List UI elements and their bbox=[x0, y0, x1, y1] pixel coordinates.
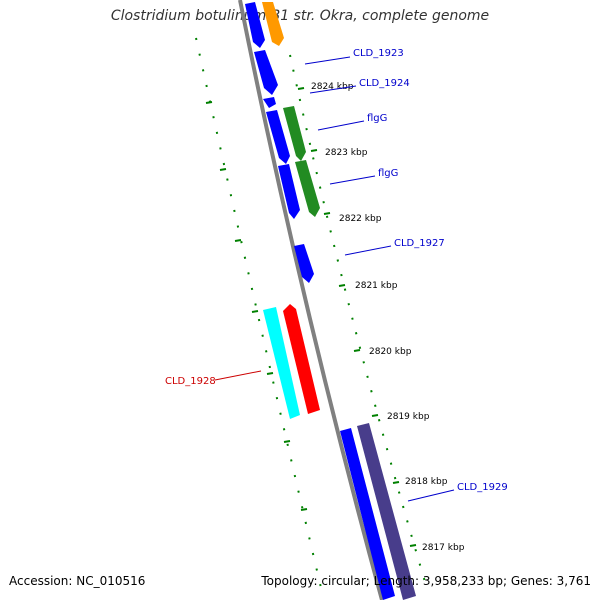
scale-major-ticks bbox=[297, 87, 417, 547]
gene-label-flgg-1[interactable]: flgG bbox=[367, 113, 387, 124]
gene-label-cld-1929[interactable]: CLD_1929 bbox=[457, 482, 508, 493]
genome-summary-text: Topology: circular; Length: 3,958,233 bp… bbox=[261, 574, 591, 588]
gene-label-cld-1927[interactable]: CLD_1927 bbox=[394, 238, 445, 249]
gene-cld-1924[interactable] bbox=[263, 97, 276, 108]
outer-ring-major-ticks bbox=[205, 101, 308, 511]
gene-label-cld-1923[interactable]: CLD_1923 bbox=[353, 48, 404, 59]
gene-cld-1928-partner[interactable] bbox=[263, 307, 300, 419]
accession-text: Accession: NC_010516 bbox=[9, 574, 146, 588]
gene-orange[interactable] bbox=[262, 2, 284, 46]
gene-cld-1929-blue[interactable] bbox=[340, 428, 395, 600]
gene-cld-1922[interactable] bbox=[245, 2, 265, 48]
scale-label-2819: 2819 kbp bbox=[387, 412, 430, 422]
gene-cld-1923[interactable] bbox=[254, 50, 278, 95]
scale-label-2822: 2822 kbp bbox=[339, 214, 382, 224]
scale-label-2820: 2820 kbp bbox=[369, 347, 412, 357]
genome-title: Clostridium botulinum B1 str. Okra, comp… bbox=[110, 8, 490, 24]
scale-label-2823: 2823 kbp bbox=[325, 148, 368, 158]
scale-label-2821: 2821 kbp bbox=[355, 281, 398, 291]
label-leaders bbox=[214, 56, 455, 502]
gene-flgg-2[interactable] bbox=[295, 160, 320, 217]
gene-flgg-1[interactable] bbox=[283, 106, 306, 161]
gene-flgg-2-blue[interactable] bbox=[278, 164, 300, 219]
scale-label-2824: 2824 kbp bbox=[311, 82, 354, 92]
gene-cld-1929[interactable] bbox=[357, 423, 416, 600]
gene-label-flgg-2[interactable]: flgG bbox=[378, 168, 398, 179]
chromosome-backbone bbox=[238, 0, 384, 600]
scale-label-2817: 2817 kbp bbox=[422, 543, 465, 553]
scale-label-2818: 2818 kbp bbox=[405, 477, 448, 487]
gene-cld-1928[interactable] bbox=[283, 304, 320, 414]
gene-cld-1927[interactable] bbox=[294, 244, 314, 283]
gene-label-cld-1928[interactable]: CLD_1928 bbox=[165, 376, 216, 387]
gene-flgg-1-blue[interactable] bbox=[266, 110, 290, 164]
gene-label-cld-1924[interactable]: CLD_1924 bbox=[359, 78, 410, 89]
